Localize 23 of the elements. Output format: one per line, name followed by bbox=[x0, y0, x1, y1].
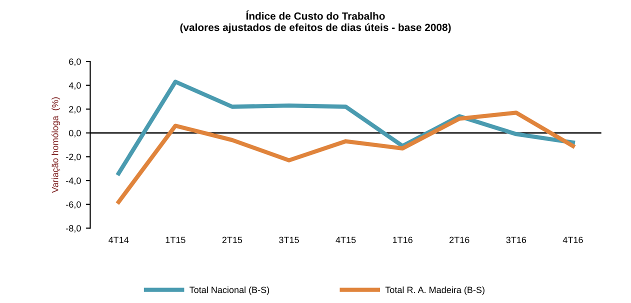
y-tick-label: 4,0 bbox=[68, 82, 81, 90]
x-tick-label: 3T15 bbox=[279, 236, 299, 244]
legend-label: Total Nacional (B-S) bbox=[190, 286, 270, 295]
x-tick-label: 2T16 bbox=[450, 236, 470, 244]
x-tick-label: 1T15 bbox=[166, 236, 186, 244]
x-tick-label: 4T14 bbox=[108, 236, 129, 244]
line-series bbox=[116, 80, 576, 176]
y-tick-label: 6,0 bbox=[69, 58, 81, 66]
chart-title: Índice de Custo do Trabalho (valores ajustados de efeitos de dias úteis - base 2008) bbox=[180, 10, 451, 34]
y-tick-label: 0,0 bbox=[69, 130, 81, 138]
x-tick-label: 1T16 bbox=[392, 236, 412, 244]
x-tick-label: 4T15 bbox=[336, 236, 356, 244]
x-tick-label: 3T16 bbox=[506, 236, 526, 244]
x-tick-label: 2T15 bbox=[222, 236, 242, 244]
y-tick-label: -4,0 bbox=[66, 178, 81, 185]
y-tick-label: -2,0 bbox=[66, 154, 81, 162]
y-tick-label: 2,0 bbox=[69, 106, 81, 114]
y-axis-title: Variação homóloga (%) bbox=[52, 97, 60, 193]
y-tick-label: -8,0 bbox=[66, 225, 81, 233]
x-tick-label: 4T16 bbox=[562, 236, 583, 244]
line-series bbox=[116, 110, 576, 204]
y-tick-label: -6,0 bbox=[66, 201, 81, 209]
legend-label: Total R. A. Madeira (B-S) bbox=[385, 286, 484, 295]
